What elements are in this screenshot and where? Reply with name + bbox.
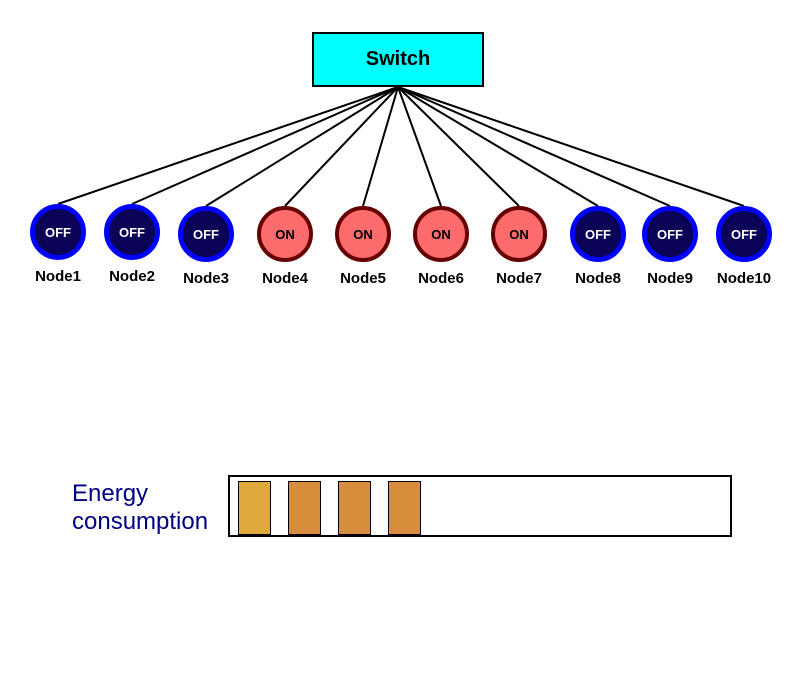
- energy-segment: [238, 481, 271, 535]
- switch-label: Switch: [366, 48, 430, 71]
- network-diagram: Switch OFF Node1 OFF Node2 OFF Node3 ON Node4 ON…: [0, 0, 800, 698]
- node-status: ON: [431, 227, 451, 242]
- edge-line: [285, 87, 398, 206]
- edge-line: [398, 87, 670, 206]
- energy-label-line2: consumption: [72, 508, 208, 536]
- node-label: Node4: [250, 270, 320, 287]
- node-node8: OFF: [570, 206, 626, 262]
- energy-segment: [288, 481, 321, 535]
- edge-line: [132, 87, 398, 204]
- node-label: Node10: [709, 270, 779, 287]
- energy-label-line1: Energy: [72, 480, 208, 508]
- node-status: OFF: [657, 227, 683, 242]
- edge-line: [363, 87, 398, 206]
- switch-box: Switch: [312, 32, 484, 87]
- node-status: OFF: [731, 227, 757, 242]
- edges-layer: [0, 0, 800, 698]
- node-status: ON: [275, 227, 295, 242]
- node-status: OFF: [193, 227, 219, 242]
- edge-line: [398, 87, 519, 206]
- node-status: ON: [353, 227, 373, 242]
- energy-segment: [388, 481, 421, 535]
- node-status: OFF: [585, 227, 611, 242]
- node-node6: ON: [413, 206, 469, 262]
- node-node5: ON: [335, 206, 391, 262]
- energy-segment: [338, 481, 371, 535]
- edge-line: [398, 87, 598, 206]
- node-status: OFF: [45, 225, 71, 240]
- energy-label: Energy consumption: [72, 480, 208, 536]
- node-node3: OFF: [178, 206, 234, 262]
- edge-line: [206, 87, 398, 206]
- node-node9: OFF: [642, 206, 698, 262]
- node-label: Node6: [406, 270, 476, 287]
- node-node1: OFF: [30, 204, 86, 260]
- node-label: Node7: [484, 270, 554, 287]
- node-label: Node8: [563, 270, 633, 287]
- node-label: Node5: [328, 270, 398, 287]
- node-label: Node2: [97, 268, 167, 285]
- edge-line: [398, 87, 441, 206]
- node-status: ON: [509, 227, 529, 242]
- node-label: Node3: [171, 270, 241, 287]
- edge-line: [58, 87, 398, 204]
- node-node10: OFF: [716, 206, 772, 262]
- node-label: Node1: [23, 268, 93, 285]
- node-status: OFF: [119, 225, 145, 240]
- node-label: Node9: [635, 270, 705, 287]
- node-node7: ON: [491, 206, 547, 262]
- node-node2: OFF: [104, 204, 160, 260]
- node-node4: ON: [257, 206, 313, 262]
- edge-line: [398, 87, 744, 206]
